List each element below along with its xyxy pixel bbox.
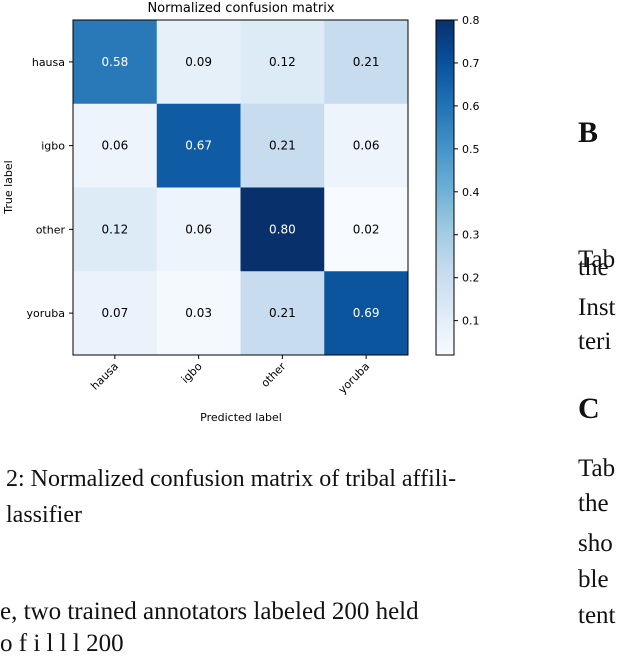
cell-value-label: 0.06 xyxy=(185,222,212,236)
section-c-line-3: sho xyxy=(578,530,613,557)
colorbar-tick-label: 0.4 xyxy=(462,186,480,199)
x-axis-ticks: hausa igbo other yoruba xyxy=(88,355,372,396)
matrix-cell-yoruba-other xyxy=(240,271,325,356)
matrix-cell-yoruba-yoruba xyxy=(324,271,409,356)
x-axis-label: Predicted label xyxy=(200,411,282,424)
y-axis-label: True label xyxy=(2,160,15,214)
colorbar-tick-label: 0.6 xyxy=(462,100,480,113)
matrix-cell-hausa-yoruba xyxy=(324,20,409,105)
section-c-line-1: Tab xyxy=(578,455,616,482)
cell-value-label: 0.02 xyxy=(353,222,380,236)
cell-value-label: 0.06 xyxy=(353,139,380,153)
cell-value-label: 0.21 xyxy=(269,306,296,320)
colorbar-tick-label: 0.2 xyxy=(462,272,480,285)
matrix-cell-other-igbo xyxy=(156,187,241,272)
matrix-cell-yoruba-hausa xyxy=(73,271,158,356)
colorbar-tick-label: 0.1 xyxy=(462,315,480,328)
body-text-line-2: o f i l l l 200 xyxy=(0,630,124,657)
colorbar-ticks: 0.1 0.2 0.3 0.4 0.5 0.6 0.7 0.8 xyxy=(454,14,480,328)
section-heading-c: C xyxy=(578,392,600,425)
x-tick-label: yoruba xyxy=(336,360,372,396)
y-axis-ticks: hausa igbo other yoruba xyxy=(27,56,73,320)
y-tick-label: hausa xyxy=(32,56,65,69)
y-tick-label: other xyxy=(36,223,66,236)
matrix-cell-other-other xyxy=(240,187,325,272)
figure-caption-line-1: 2: Normalized confusion matrix of tribal… xyxy=(6,466,457,492)
body-text-line-1: e, two trained annotators labeled 200 he… xyxy=(0,598,419,625)
y-tick-label: yoruba xyxy=(27,307,65,320)
cell-value-label: 0.67 xyxy=(185,139,212,153)
matrix-cell-igbo-igbo xyxy=(156,103,241,188)
matrix-cell-hausa-other xyxy=(240,20,325,105)
section-b-line-3: Inst xyxy=(578,294,616,321)
section-c-line-4: ble xyxy=(578,566,609,593)
colorbar-tick-label: 0.7 xyxy=(462,57,480,70)
colorbar-tick-label: 0.5 xyxy=(462,143,480,156)
cell-value-label: 0.09 xyxy=(185,55,212,69)
cell-value-label: 0.06 xyxy=(102,139,129,153)
cell-value-label: 0.12 xyxy=(102,222,129,236)
colorbar-tick-label: 0.3 xyxy=(462,229,480,242)
matrix-cells: 0.58 0.09 0.12 0.21 0.06 0.67 0.21 0.06 0.12 0.06… xyxy=(73,20,409,356)
section-b-line-4: teri xyxy=(578,328,612,355)
plot-frame xyxy=(72,19,409,356)
matrix-cell-yoruba-igbo xyxy=(156,271,241,356)
matrix-cell-igbo-hausa xyxy=(73,103,158,188)
cell-value-label: 0.58 xyxy=(102,55,129,69)
cell-value-label: 0.21 xyxy=(353,55,380,69)
section-c-line-2: the xyxy=(578,490,609,517)
cell-value-label: 0.03 xyxy=(185,306,212,320)
cell-value-label: 0.12 xyxy=(269,55,296,69)
matrix-cell-igbo-other xyxy=(240,103,325,188)
section-c-line-5: tent xyxy=(578,602,616,629)
cell-value-label: 0.69 xyxy=(353,306,380,320)
matrix-cell-igbo-yoruba xyxy=(324,103,409,188)
x-tick-label: igbo xyxy=(179,360,205,386)
colorbar-tick-label: 0.8 xyxy=(462,14,480,27)
section-b-line-2: the xyxy=(578,254,609,281)
x-tick-label: hausa xyxy=(88,360,121,393)
matrix-cell-hausa-igbo xyxy=(156,20,241,105)
colorbar xyxy=(435,19,455,356)
matrix-cell-other-yoruba xyxy=(324,187,409,272)
chart-title: Normalized confusion matrix xyxy=(147,1,334,16)
figure-caption-line-2: lassifier xyxy=(6,502,82,528)
confusion-matrix-figure: Normalized confusion matrix 0.58 0.09 0.12… xyxy=(2,1,480,424)
matrix-cell-other-hausa xyxy=(73,187,158,272)
cell-value-label: 0.80 xyxy=(269,222,296,236)
x-tick-label: other xyxy=(259,360,289,390)
matrix-cell-hausa-hausa xyxy=(73,20,158,105)
y-tick-label: igbo xyxy=(41,140,65,153)
section-heading-b: B xyxy=(578,116,599,149)
cell-value-label: 0.21 xyxy=(269,139,296,153)
section-b-line-1: Tab xyxy=(578,246,616,273)
cell-value-label: 0.07 xyxy=(102,306,129,320)
